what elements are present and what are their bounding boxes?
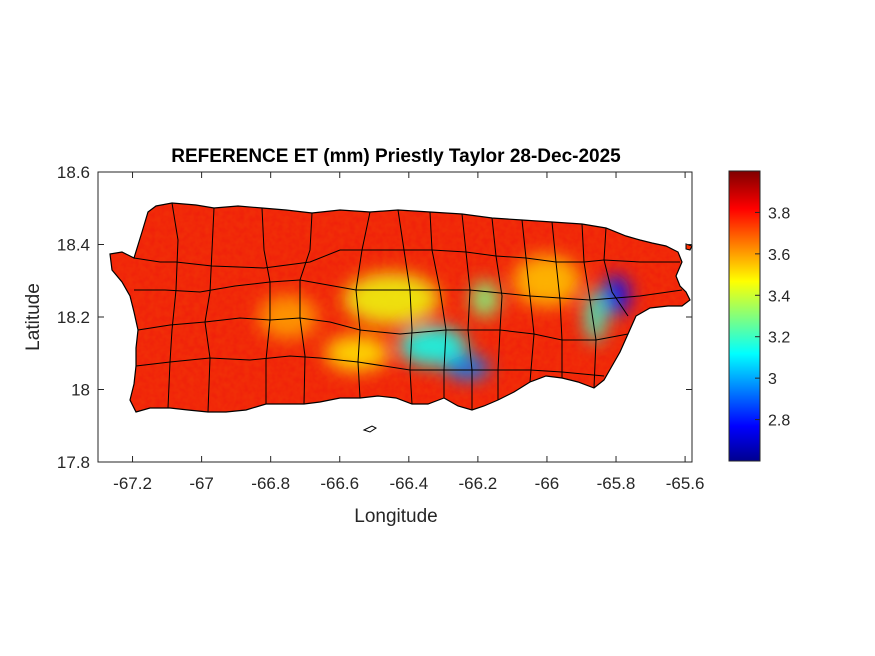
municipality-boundary: [429, 211, 447, 398]
municipality-boundary: [355, 211, 371, 399]
et-value-zones: [257, 254, 631, 380]
municipality-boundary: [204, 207, 215, 413]
x-tick-label: -66: [535, 474, 560, 493]
x-axis-label: Longitude: [354, 506, 437, 527]
colorbar-tick-label: 3.6: [768, 247, 790, 264]
y-tick-label: 18: [71, 381, 90, 400]
et-zone-mid: [257, 295, 318, 339]
municipality-boundary: [299, 212, 313, 405]
x-tick-label: -65.6: [666, 474, 705, 493]
municipality-boundary: [461, 213, 473, 410]
municipality-boundary: [133, 249, 341, 269]
colorbar-tick-label: 2.8: [768, 413, 790, 430]
municipality-boundaries: [133, 202, 683, 413]
y-tick-label: 18.2: [57, 308, 90, 327]
municipality-boundary: [397, 209, 413, 405]
et-zone-mid: [325, 335, 390, 372]
x-tick-label: -65.8: [597, 474, 636, 493]
x-tick-label: -66.2: [459, 474, 498, 493]
municipality-boundary: [299, 279, 683, 301]
colorbar-tick-label: 3.8: [768, 205, 790, 222]
colorbar-tick-label: 3.2: [768, 330, 790, 347]
municipality-boundary: [134, 279, 301, 293]
colorbar: [728, 170, 761, 462]
municipality-boundary: [603, 227, 629, 317]
municipality-boundary: [261, 207, 271, 404]
chart-title: REFERENCE ET (mm) Priestly Taylor 28-Dec…: [171, 146, 621, 167]
x-axis-ticks: -67.2 -67 -66.8 -66.6 -66.4 -66.2 -66 -65.8 -65.…: [113, 172, 704, 493]
y-axis-label: Latitude: [23, 283, 44, 351]
east-cay: [685, 243, 693, 251]
municipality-boundary: [491, 217, 503, 400]
y-tick-label: 17.8: [57, 453, 90, 472]
municipality-boundary: [167, 202, 179, 409]
et-zone-low: [602, 275, 631, 316]
colorbar-tick-label: 3: [768, 371, 777, 388]
x-tick-label: -66.6: [320, 474, 359, 493]
et-zone-low: [398, 326, 467, 366]
colorbar-tick-label: 3.4: [768, 288, 790, 305]
island-outline: [109, 202, 691, 413]
municipality-boundary: [340, 249, 680, 263]
y-tick-label: 18.4: [57, 236, 90, 255]
municipality-boundary: [319, 357, 605, 377]
colorbar-ticks: 2.8 3 3.2 3.4 3.6 3.8: [755, 205, 790, 430]
y-axis-ticks: 17.8 18 18.2 18.4 18.6: [57, 163, 692, 472]
et-zone-mid: [343, 272, 440, 325]
et-zone-low: [445, 355, 490, 380]
caja-de-muertos: [362, 425, 377, 433]
et-zone-low: [470, 280, 499, 317]
island-raster: [110, 203, 690, 412]
small-islands: [362, 243, 693, 433]
municipality-boundary: [329, 321, 629, 341]
municipality-boundary: [135, 355, 321, 367]
municipality-boundary: [551, 221, 563, 378]
y-tick-label: 18.6: [57, 163, 90, 182]
x-tick-label: -66.4: [389, 474, 428, 493]
x-tick-label: -67: [189, 474, 214, 493]
x-tick-label: -66.8: [251, 474, 290, 493]
x-tick-label: -67.2: [113, 474, 152, 493]
